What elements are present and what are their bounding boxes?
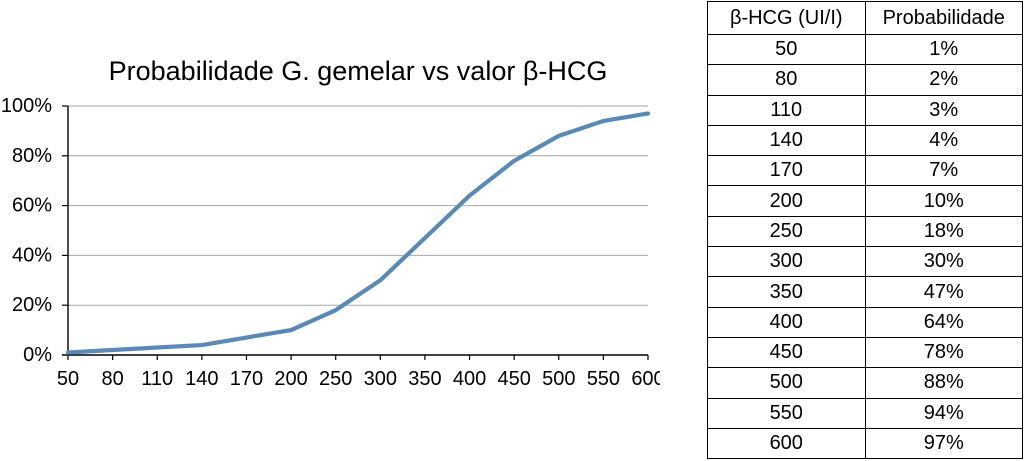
svg-text:300: 300	[364, 368, 397, 390]
svg-text:170: 170	[230, 368, 263, 390]
svg-text:200: 200	[274, 368, 307, 390]
svg-text:600: 600	[631, 368, 660, 390]
svg-text:100%: 100%	[1, 95, 52, 117]
svg-text:80%: 80%	[12, 145, 52, 167]
svg-text:60%: 60%	[12, 195, 52, 217]
svg-text:40%: 40%	[12, 244, 52, 266]
svg-text:140: 140	[185, 368, 218, 390]
svg-text:550: 550	[587, 368, 620, 390]
svg-text:350: 350	[408, 368, 441, 390]
svg-text:400: 400	[453, 368, 486, 390]
svg-text:110: 110	[141, 368, 173, 390]
svg-text:50: 50	[57, 368, 79, 390]
svg-text:80: 80	[101, 368, 123, 390]
svg-text:500: 500	[542, 368, 575, 390]
svg-text:250: 250	[319, 368, 352, 390]
svg-text:20%: 20%	[12, 294, 52, 316]
svg-text:450: 450	[497, 368, 530, 390]
svg-text:0%: 0%	[23, 344, 52, 366]
